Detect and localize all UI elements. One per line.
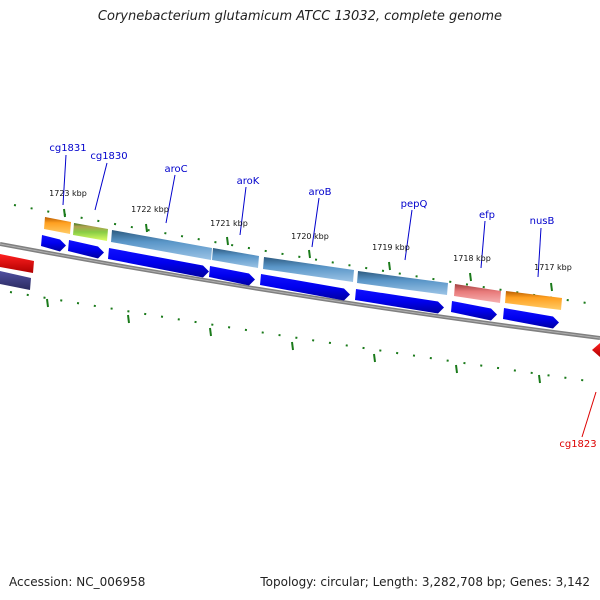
gene-labels: cg1831 cg1830 aroC aroK aroB pepQ efp nusB cg182… xyxy=(49,143,596,450)
feature-block-2 xyxy=(111,230,212,260)
inner-tick-mark-6 xyxy=(538,374,541,384)
tick-label: 1721 kbp xyxy=(210,219,248,228)
tick-labels: 1723 kbp 1722 kbp 1721 kbp 1720 kbp 1719 kbp… xyxy=(49,189,572,272)
outer-tick-ring xyxy=(13,204,600,306)
tick-label: 1723 kbp xyxy=(49,189,87,198)
tick-label: 1719 kbp xyxy=(372,243,410,252)
gene-label-cg1831: cg1831 xyxy=(49,143,86,154)
feature-left-purple xyxy=(0,271,31,290)
cds-arrow-7 xyxy=(503,308,559,329)
gene-label-cg1830: cg1830 xyxy=(90,151,127,162)
cds-track xyxy=(41,235,559,329)
tick-mark-4 xyxy=(388,261,391,271)
tick-mark-2 xyxy=(226,236,229,246)
tick-mark-6 xyxy=(550,282,553,292)
cds-arrow-2 xyxy=(108,248,209,278)
feature-right-red xyxy=(592,343,600,357)
feature-block-6 xyxy=(454,284,501,303)
cds-arrow-4 xyxy=(260,274,350,301)
inner-tick-mark-0 xyxy=(46,298,49,308)
cds-arrow-1 xyxy=(68,240,104,259)
inner-tick-mark-3 xyxy=(291,341,294,351)
tick-label: 1722 kbp xyxy=(131,205,169,214)
feature-block-0 xyxy=(44,217,71,234)
tick-label: 1718 kbp xyxy=(453,254,491,263)
gene-label-efp: efp xyxy=(479,210,495,221)
gene-label-line xyxy=(404,209,413,261)
tick-mark-3 xyxy=(308,249,311,259)
gene-label-line xyxy=(537,227,542,278)
gene-label-pepQ: pepQ xyxy=(401,199,428,210)
feature-block-4 xyxy=(263,257,354,282)
tick-mark-0 xyxy=(63,208,66,218)
feature-block-7 xyxy=(505,291,562,310)
feature-left-red xyxy=(0,254,34,273)
gene-label-aroC: aroC xyxy=(164,164,187,175)
gene-label-cg1823: cg1823 xyxy=(559,439,596,450)
cds-arrow-5 xyxy=(355,289,444,314)
gene-label-line xyxy=(165,174,176,224)
gene-label-aroB: aroB xyxy=(309,187,332,198)
inner-tick-mark-4 xyxy=(373,353,376,363)
accession-text: Accession: NC_006958 xyxy=(9,575,146,589)
gene-label-line xyxy=(581,391,597,438)
genome-summary-text: Topology: circular; Length: 3,282,708 bp… xyxy=(260,575,590,589)
page-title: Corynebacterium glutamicum ATCC 13032, c… xyxy=(97,9,503,24)
cds-arrow-6 xyxy=(451,301,497,321)
gene-label-line xyxy=(480,220,486,269)
inner-tick-marks xyxy=(46,298,541,384)
gene-label-line xyxy=(94,162,108,211)
tick-label: 1717 kbp xyxy=(534,263,572,272)
tick-marks xyxy=(63,208,553,292)
gene-label-line xyxy=(62,154,67,206)
tick-label: 1720 kbp xyxy=(291,232,329,241)
cds-arrow-3 xyxy=(209,266,255,286)
gene-label-line xyxy=(311,197,320,248)
inner-tick-mark-2 xyxy=(209,327,212,337)
inner-tick-mark-1 xyxy=(127,314,130,324)
gene-label-line xyxy=(239,186,247,236)
gene-label-aroK: aroK xyxy=(237,176,260,187)
tick-mark-1 xyxy=(145,223,148,233)
inner-tick-mark-5 xyxy=(455,364,458,374)
gene-label-nusB: nusB xyxy=(530,216,555,227)
feature-block-1 xyxy=(73,223,108,241)
feature-block-5 xyxy=(357,271,448,295)
feature-block-3 xyxy=(212,248,259,268)
cds-arrow-0 xyxy=(41,235,66,252)
tick-mark-5 xyxy=(469,272,472,282)
inner-tick-ring xyxy=(9,291,596,383)
feature-track xyxy=(44,217,562,310)
